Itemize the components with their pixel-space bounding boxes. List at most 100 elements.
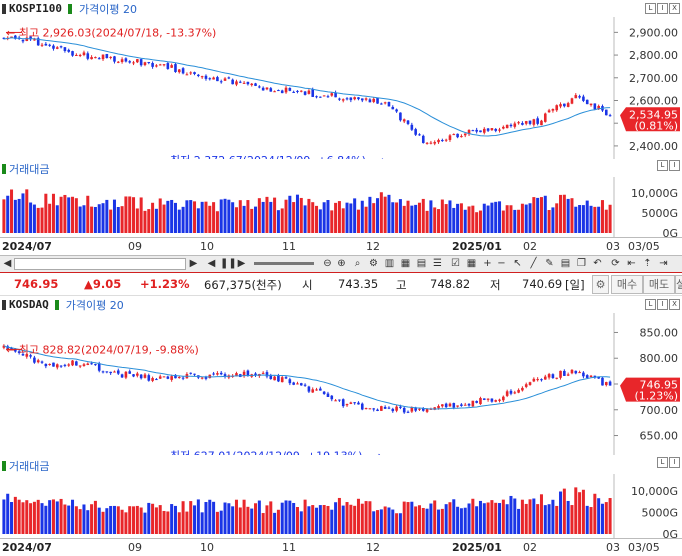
volume-bar [273,197,277,233]
panel-close-icon[interactable]: X [669,3,680,14]
scroll-track[interactable] [14,258,186,270]
kospi-ma-check-icon[interactable] [67,3,72,14]
scroll-right-icon[interactable]: ▶ [189,258,198,269]
candle-body [82,364,86,366]
list-icon[interactable]: ☰ [433,258,442,269]
candle-body [513,123,517,127]
grid2-icon[interactable]: ▦ [466,258,477,269]
volume-bar [288,195,292,233]
panel-maximize-icon[interactable]: I [657,3,668,14]
candle-body [86,53,90,59]
buy-button[interactable]: 매수 [611,275,643,294]
scroll-left-icon[interactable]: ◀ [3,258,12,269]
volume-bar [349,203,353,233]
cursor-icon[interactable]: ↖ [513,258,522,269]
candle-body [543,113,547,122]
candle-body [311,89,315,97]
chart-type-icon[interactable]: ▤ [560,258,571,269]
volume-bar [539,197,543,233]
grid-icon[interactable]: ▤ [416,258,427,269]
candle-body [448,135,452,140]
zoom-out-icon[interactable]: ⊖ [323,258,332,269]
candle-body [547,374,551,378]
volume-bar [421,198,425,233]
kosdaq-check-icon[interactable] [2,299,6,310]
volume-bar [173,202,177,233]
volume-bar [524,204,528,233]
pen-icon[interactable]: ✎ [545,258,554,269]
candle-body [452,134,456,136]
candle-icon[interactable]: ▥ [384,258,395,269]
date-tick-label: 09 [128,240,142,253]
panel2-maximize-icon[interactable]: I [657,299,668,310]
refresh-icon[interactable]: ⟳ [611,258,620,269]
candle-body [55,364,59,368]
volume-bar [234,207,238,233]
volume-bar [494,502,498,534]
volume-bar [505,504,509,534]
volume-panel-maximize-icon[interactable]: I [669,160,680,171]
arrow-up-icon[interactable]: ⇡ [643,258,652,269]
checkbox-icon[interactable]: ☑ [451,258,460,269]
arrow-left-icon[interactable]: ⇤ [627,258,636,269]
candle-body [372,98,376,102]
kosdaq-header: KOSDAQ 가격이평 20 [0,296,124,313]
volume-bar [63,504,67,534]
settings-icon[interactable]: ⚙ [369,258,378,269]
zoom-slider[interactable] [254,262,314,265]
volume-bar [349,504,353,534]
volume-bar [608,498,612,534]
pause-icon[interactable]: ❚❚ [220,258,237,269]
kospi-check-icon[interactable] [2,3,6,14]
candle-body [456,405,459,407]
candle-body [67,364,71,366]
candle-body [570,98,574,104]
volume-bar [303,499,307,534]
kospi-volume-check-icon[interactable] [2,163,6,174]
table-icon[interactable]: ▦ [400,258,411,269]
panel2-restore-icon[interactable]: L [645,299,656,310]
kosdaq-ma-check-icon[interactable] [54,299,59,310]
sell-button[interactable]: 매도 [643,275,675,294]
panel-restore-icon[interactable]: L [645,3,656,14]
copy-icon[interactable]: ❐ [577,258,586,269]
candle-body [261,372,265,374]
undo-icon[interactable]: ↶ [593,258,602,269]
volume-bar [204,502,208,534]
quote-settings-button[interactable]: ⚙ [592,275,609,294]
volume2-panel-restore-icon[interactable]: L [657,457,668,468]
candle-body [502,126,505,129]
candle-body [136,59,139,63]
candle-body [113,371,116,373]
rewind-icon[interactable]: ◀ [207,258,216,269]
volume-bar [162,204,166,233]
kospi-volume-header: 거래대금 [0,160,49,177]
volume2-panel-maximize-icon[interactable]: I [669,457,680,468]
arrow-right-icon[interactable]: ⇥ [659,258,668,269]
zoom-in-icon[interactable]: ⊕ [337,258,346,269]
volume-bar [600,200,604,233]
crosshair-icon[interactable]: + [483,258,492,269]
volume-bar [337,497,341,534]
volume-bar [486,205,490,233]
play-icon[interactable]: ▶ [237,258,246,269]
volume-bar [505,205,509,233]
quote-period[interactable]: [일] [565,278,585,292]
minus-icon[interactable]: − [497,258,506,269]
volume-bar [578,492,582,534]
kosdaq-volume-check-icon[interactable] [2,460,6,471]
candle-body [311,389,315,393]
extra-button[interactable]: 설 [675,275,682,294]
search-icon[interactable]: ⌕ [354,258,361,269]
candle-body [315,389,318,391]
volume-bar [501,499,505,534]
volume-panel-restore-icon[interactable]: L [657,160,668,171]
panel2-close-icon[interactable]: X [669,299,680,310]
line-draw-icon[interactable]: ╱ [530,258,537,269]
volume-bar [471,498,475,534]
candle-body [174,64,177,72]
